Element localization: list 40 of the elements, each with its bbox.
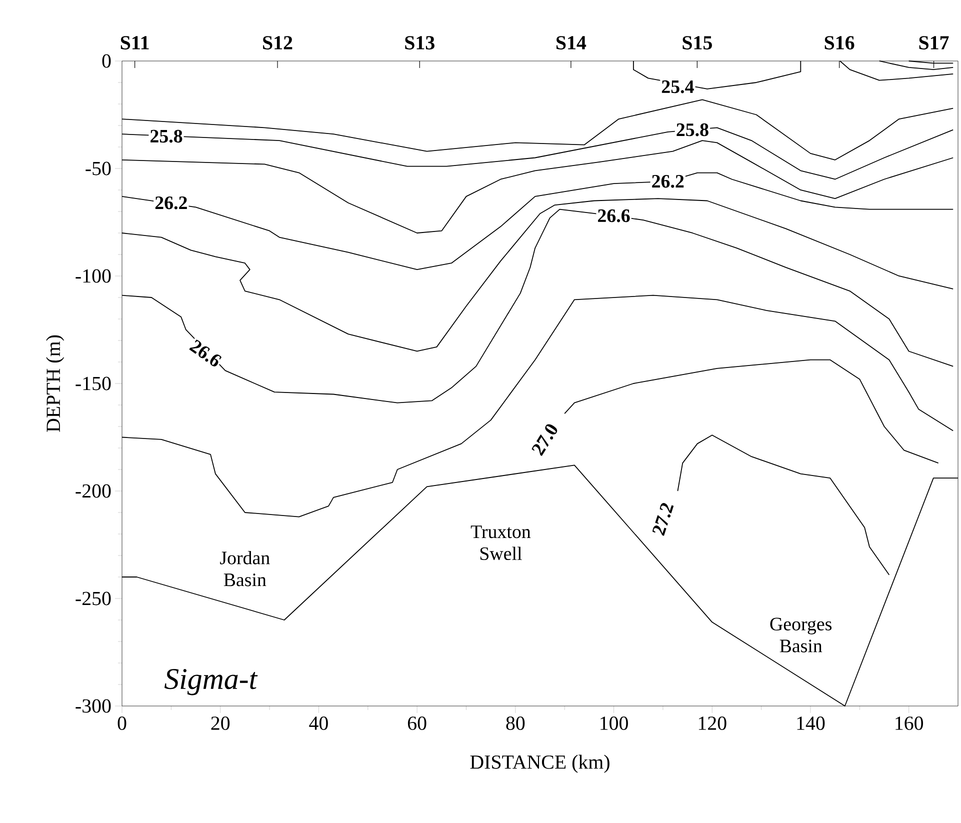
y-tick-label: -50 xyxy=(86,162,111,176)
annotation: 25.8 xyxy=(150,130,182,143)
annotation: 26.2 xyxy=(652,175,684,188)
text: S16 xyxy=(824,36,854,50)
annotation: 25.8 xyxy=(676,123,708,136)
y-tick-label: -150 xyxy=(76,376,111,390)
y-axis-title: DEPTH (m) xyxy=(46,335,64,432)
x-tick-label: 40 xyxy=(309,716,328,730)
line-series xyxy=(677,434,890,576)
x-tick-label: 0 xyxy=(118,716,126,730)
text: S14 xyxy=(556,36,586,50)
y-tick-label: -100 xyxy=(76,269,111,283)
x-tick-label: 160 xyxy=(896,716,924,730)
annotation: Truxton Swell xyxy=(470,526,531,560)
annotation: Sigma-t xyxy=(164,669,258,696)
x-tick-label: 140 xyxy=(797,716,825,730)
annotation: 26.6 xyxy=(598,209,630,222)
y-tick-label: 0 xyxy=(102,54,111,68)
annotation: 27.0 xyxy=(532,424,558,456)
line-series xyxy=(564,359,939,464)
annotation: 25.4 xyxy=(662,80,694,94)
y-tick-label: -200 xyxy=(76,484,111,498)
annotation: 27.2 xyxy=(652,503,674,536)
y-tick-label: -250 xyxy=(76,592,111,606)
text: S15 xyxy=(682,36,712,50)
text: S13 xyxy=(405,36,434,50)
text: S12 xyxy=(263,36,292,50)
annotation: 26.6 xyxy=(189,340,222,366)
text: S17 xyxy=(919,36,949,50)
annotation: 26.2 xyxy=(155,196,187,210)
x-tick-label: 80 xyxy=(506,716,525,730)
text: S11 xyxy=(120,36,149,50)
x-tick-label: 60 xyxy=(408,716,426,730)
annotation: Jordan Basin xyxy=(220,551,270,586)
x-tick-label: 20 xyxy=(211,716,230,730)
x-tick-label: 120 xyxy=(698,716,726,730)
annotation: Georges Basin xyxy=(770,618,832,652)
x-tick-label: 100 xyxy=(600,716,628,730)
y-tick-label: -300 xyxy=(76,699,111,713)
x-axis-title: DISTANCE (km) xyxy=(470,754,610,773)
